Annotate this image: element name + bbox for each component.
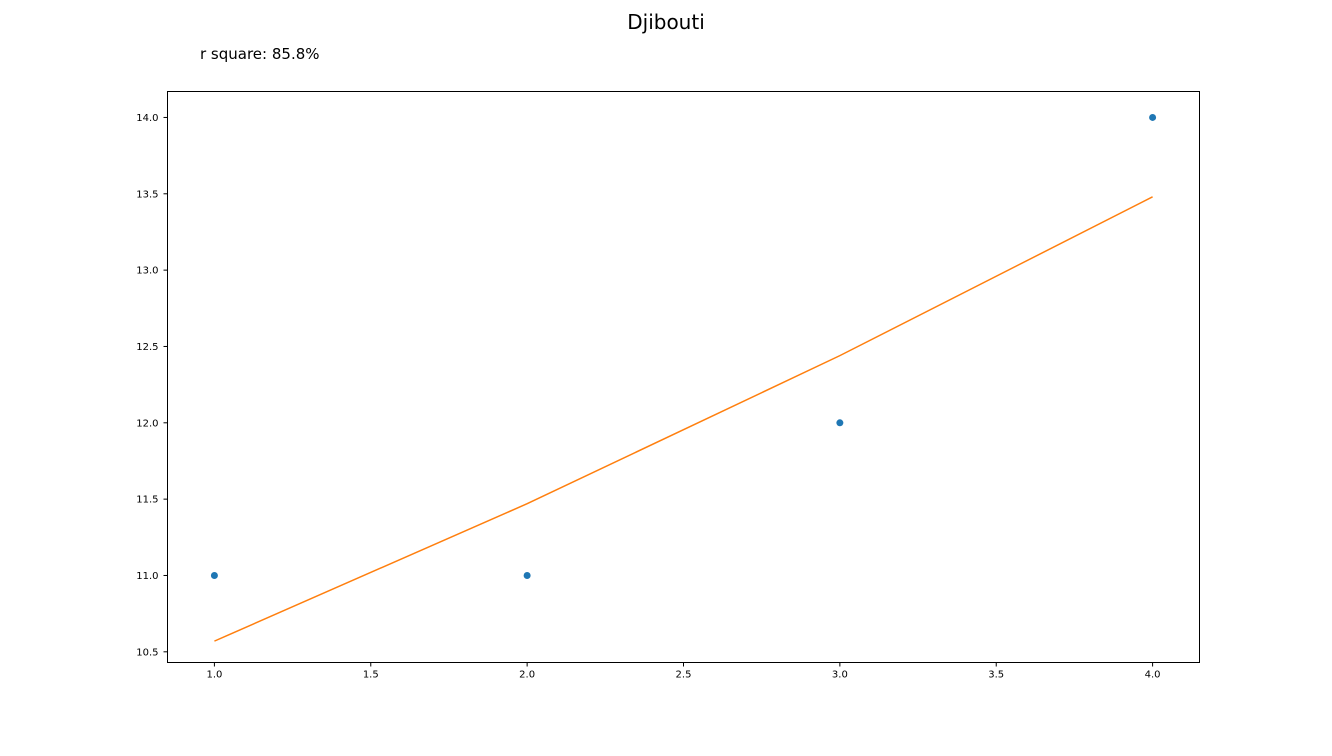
x-tick-label: 3.5 [988,670,1004,681]
y-tick-label: 11.5 [136,495,158,506]
scatter-point [1149,113,1157,121]
y-tick-label: 13.5 [136,189,158,200]
x-tick-label: 2.0 [519,670,535,681]
plot-frame [167,91,1200,663]
series-layer [210,113,1157,642]
scatter-point [523,571,531,579]
y-tick-label: 12.5 [136,342,158,353]
x-tick-label: 2.5 [676,670,692,681]
y-tick-label: 14.0 [136,113,158,124]
y-tick-label: 12.0 [136,418,158,429]
x-tick-label: 4.0 [1145,670,1161,681]
axis-ticks: 1.0 1.5 2.0 2.5 3.0 3.5 4.0 10.5 11.0 11.5 12.0 12.… [136,113,1160,681]
r-square-annotation: r square: 85.8% [200,45,320,63]
y-tick-label: 11.0 [136,571,158,582]
x-tick-label: 1.5 [363,670,379,681]
y-tick-label: 13.0 [136,266,158,277]
y-tick-label: 10.5 [136,647,158,658]
x-tick-label: 3.0 [832,670,848,681]
scatter-point [210,571,218,579]
chart-title: Djibouti [627,10,705,34]
fit-line [214,196,1153,642]
x-tick-label: 1.0 [206,670,222,681]
scatter-point [836,419,844,427]
